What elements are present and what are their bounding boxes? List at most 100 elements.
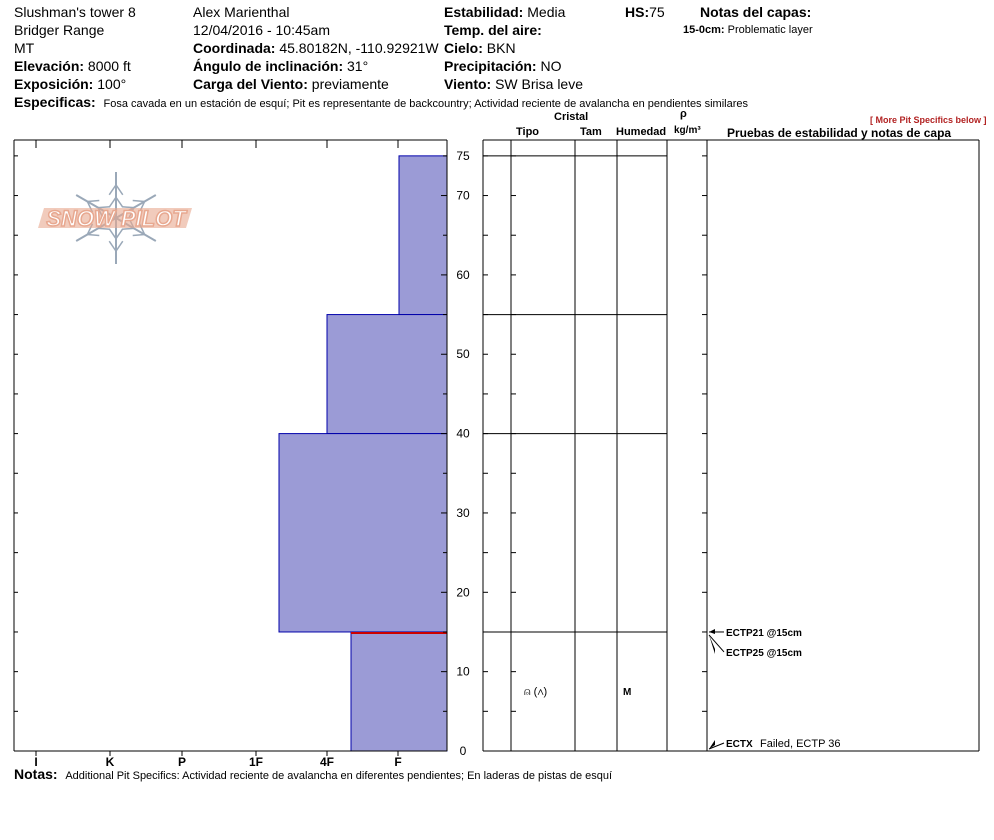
hardness-tick-label: K (106, 755, 115, 769)
depth-tick-label: 50 (456, 347, 470, 361)
depth-tick-label: 40 (456, 427, 470, 441)
moisture-value: M (623, 687, 631, 698)
elevation-value: 8000 ft (87, 58, 131, 74)
test-pointer (708, 634, 725, 653)
hardness-tick-label: F (394, 755, 401, 769)
observer: Alex Marienthal (193, 4, 290, 20)
flake-branch (87, 199, 100, 203)
wind-load-label: Carga del Viento: (193, 76, 308, 92)
layer-note-text: Problematic layer (727, 24, 813, 36)
hardness-layer-bar (326, 314, 448, 435)
flake-branch (115, 184, 124, 196)
notes-label: Notas: (14, 766, 58, 782)
tests-header: Pruebas de estabilidad y notas de capa (727, 126, 952, 140)
hardness-tick-label: I (34, 755, 37, 769)
depth-tick-label: 0 (460, 744, 467, 758)
depth-tick-label: 10 (456, 665, 470, 679)
hardness-tick-label: 4F (320, 755, 334, 769)
hs-value: 75 (649, 4, 665, 20)
flake-branch (121, 227, 134, 231)
datetime: 12/04/2016 - 10:45am (193, 22, 330, 38)
stability-test: ECTP21 @15cm (726, 628, 802, 639)
depth-tick-label: 75 (456, 149, 470, 163)
coord-label: Coordinada: (193, 40, 276, 56)
hardness-layer-bar (350, 631, 448, 752)
hardness-layer-bar (278, 433, 448, 633)
flake-branch (108, 196, 117, 208)
pit-name: Slushman's tower 8 (14, 4, 136, 20)
aspect: Exposición: 100° (14, 76, 126, 92)
slope-value: 31° (347, 58, 369, 74)
depth-tick-label: 20 (456, 585, 470, 599)
sky-label: Cielo: (444, 40, 483, 56)
specifics-label: Especificas: (14, 94, 96, 110)
flake-branch (98, 205, 111, 209)
air-temp: Temp. del aire: (444, 22, 542, 38)
coord-value: 45.80182N, -110.92921W (279, 40, 439, 56)
hardness-graph: I K P 1F 4F F 0 10 20 30 40 50 60 70 75 (13, 139, 470, 769)
stability: Estabilidad: Media (444, 4, 565, 20)
precipitation: Precipitación: NO (444, 58, 561, 74)
stability-value: Media (527, 4, 566, 20)
depth-tick-label: 30 (456, 506, 470, 520)
logo-banner (38, 208, 192, 228)
flake-branch (132, 199, 145, 203)
flake-branch (115, 228, 124, 240)
aspect-value: 100° (97, 76, 127, 92)
flake-branch (108, 228, 117, 240)
size-header: Tam (580, 126, 602, 138)
hs-label: HS: (625, 4, 650, 20)
density-symbol: ρ (680, 108, 687, 120)
air-temp-label: Temp. del aire: (444, 22, 542, 38)
sky-value: BKN (486, 40, 516, 56)
mountain-range: Bridger Range (14, 22, 105, 38)
snowpilot-logo: SNOW PILOT (38, 172, 192, 264)
test-pointer (708, 742, 725, 750)
flake-branch (98, 227, 111, 231)
test-arrowhead (709, 740, 715, 749)
specifics: Especificas: Fosa cavada en un estación … (14, 94, 748, 111)
elevation: Elevación: 8000 ft (14, 58, 131, 74)
stability-test: ECTP25 @15cm (726, 648, 802, 659)
layer-note-depth: 15-0cm: (683, 24, 725, 36)
hardness-layer-bar (398, 155, 448, 316)
flake-branch (87, 233, 100, 237)
precip-value: NO (540, 58, 562, 74)
coordinates: Coordinada: 45.80182N, -110.92921W (193, 40, 439, 56)
wind: Viento: SW Brisa leve (444, 76, 583, 92)
stability-label: Estabilidad: (444, 4, 524, 20)
snow-height: HS:75 (625, 4, 665, 20)
precip-label: Precipitación: (444, 58, 537, 74)
type-header: Tipo (516, 126, 540, 138)
layer-table: ⍝ (∧) M ECTP21 @15cm ECTP25 @15cm ECTX Failed… (482, 139, 980, 752)
flake-branch (115, 196, 124, 208)
stability-test: ECTX (726, 739, 753, 750)
state: MT (14, 40, 35, 56)
aspect-label: Exposición: (14, 76, 94, 92)
more-pit-specifics-link[interactable]: [ More Pit Specifics below ] (870, 115, 987, 125)
slope-label: Ángulo de inclinación: (193, 58, 344, 74)
hardness-tick-label: 1F (249, 755, 263, 769)
flake-branch (108, 240, 117, 252)
elevation-label: Elevación: (14, 58, 85, 74)
crystal-header: Cristal (554, 111, 589, 123)
test-arrowhead (709, 628, 715, 634)
wind-load-value: previamente (311, 76, 389, 92)
test-arrowhead (709, 634, 715, 654)
depth-tick-label: 60 (456, 268, 470, 282)
stability-test-note: Failed, ECTP 36 (760, 738, 841, 750)
sky: Cielo: BKN (444, 40, 516, 56)
moisture-header: Humedad (616, 126, 667, 138)
wind-value: SW Brisa leve (495, 76, 584, 92)
slope-angle: Ángulo de inclinación: 31° (193, 58, 368, 74)
layer-notes-label: Notas del capas: (700, 4, 812, 20)
depth-tick-label: 70 (456, 189, 470, 203)
specifics-value: Fosa cavada en un estación de esquí; Pit… (103, 98, 749, 110)
flake-branch (132, 233, 145, 237)
density-unit: kg/m³ (674, 125, 701, 136)
logo-text: SNOW PILOT (46, 206, 187, 231)
flake-branch (108, 184, 117, 196)
wind-loading: Carga del Viento: previamente (193, 76, 389, 92)
wind-label: Viento: (444, 76, 492, 92)
flake-branch (115, 240, 124, 252)
